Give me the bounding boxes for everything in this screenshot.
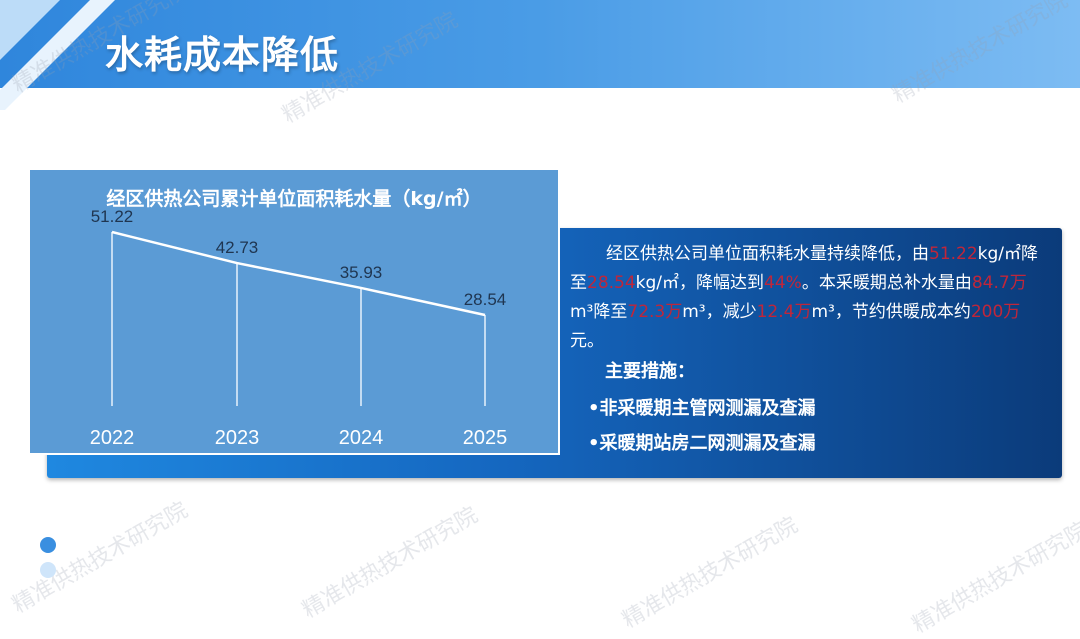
text: kg/㎡降至 [570, 244, 1039, 293]
data-label: 51.22 [91, 207, 134, 226]
data-label: 42.73 [216, 238, 259, 257]
decorative-dot [40, 562, 56, 578]
decorative-dot [40, 537, 56, 553]
measure-item: •采暖期站房二网测漏及查漏 [588, 433, 816, 454]
slide-title: 水耗成本降低 [105, 33, 340, 77]
text: kg/㎡，降幅达到 [635, 273, 765, 293]
highlight-value: 12.4万 [756, 302, 812, 322]
decorative-stripes [0, 0, 115, 110]
text: m³，节约供暖成本约 [811, 302, 971, 322]
highlight-value: 51.22 [929, 244, 978, 264]
chart-box: 经区供热公司累计单位面积耗水量（kg/㎡） 51.22 2022 42.73 2023… [28, 168, 560, 455]
highlight-value: 200万 [970, 302, 1021, 322]
data-label: 28.54 [464, 290, 507, 309]
summary-text: 经区供热公司单位面积耗水量持续降低，由51.22kg/㎡降至28.54kg/㎡，… [570, 240, 1050, 356]
x-tick-label: 2025 [463, 427, 508, 449]
watermark: 精准供热技术研究院 [8, 497, 193, 619]
highlight-value: 28.54 [587, 273, 636, 293]
highlight-value: 44% [764, 273, 802, 293]
x-tick-label: 2023 [215, 427, 260, 449]
header-band [0, 0, 1080, 88]
watermark: 精准供热技术研究院 [298, 502, 483, 624]
measures-title: 主要措施： [605, 361, 695, 382]
chart-title: 经区供热公司累计单位面积耗水量（kg/㎡） [106, 188, 482, 210]
data-label: 35.93 [340, 263, 383, 282]
measure-item: •非采暖期主管网测漏及查漏 [588, 398, 816, 419]
line-chart: 51.22 2022 42.73 2023 35.93 2024 28.54 2025 [90, 207, 508, 449]
highlight-value: 72.3万 [627, 302, 683, 322]
watermark: 精准供热技术研究院 [618, 512, 803, 634]
text: 。本采暖期总补水量由 [801, 273, 972, 293]
x-tick-label: 2024 [339, 427, 384, 449]
highlight-value: 84.7万 [971, 273, 1027, 293]
text: m³降至 [570, 302, 628, 322]
x-tick-label: 2022 [90, 427, 135, 449]
text: 元。 [570, 331, 604, 351]
series-line [111, 230, 486, 317]
watermark: 精准供热技术研究院 [908, 517, 1080, 639]
text: 经区供热公司单位面积耗水量持续降低，由 [606, 244, 929, 264]
text: m³，减少 [682, 302, 757, 322]
